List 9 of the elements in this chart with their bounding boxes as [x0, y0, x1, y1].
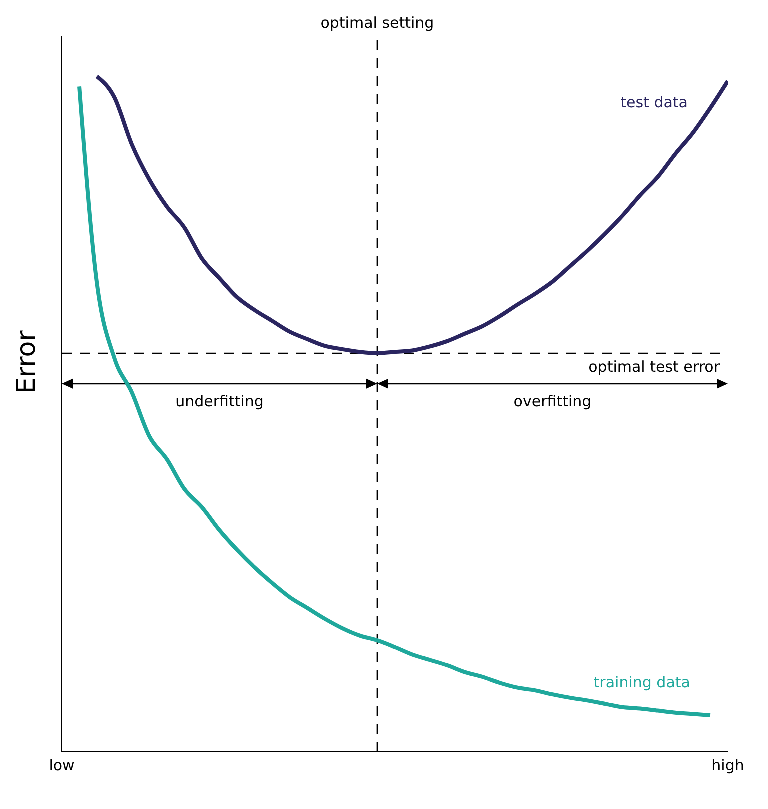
series-label: test data	[620, 93, 688, 112]
ref-line-label: optimal test error	[588, 358, 721, 376]
text: optimal setting	[320, 14, 434, 32]
annotation: underfitting	[176, 392, 264, 411]
x-tick-label: high	[712, 756, 744, 775]
series-label: training data	[594, 674, 690, 692]
x-tick-label: low	[49, 756, 75, 775]
annotation: overfitting	[514, 392, 592, 411]
y-axis-title: Error	[12, 330, 42, 394]
